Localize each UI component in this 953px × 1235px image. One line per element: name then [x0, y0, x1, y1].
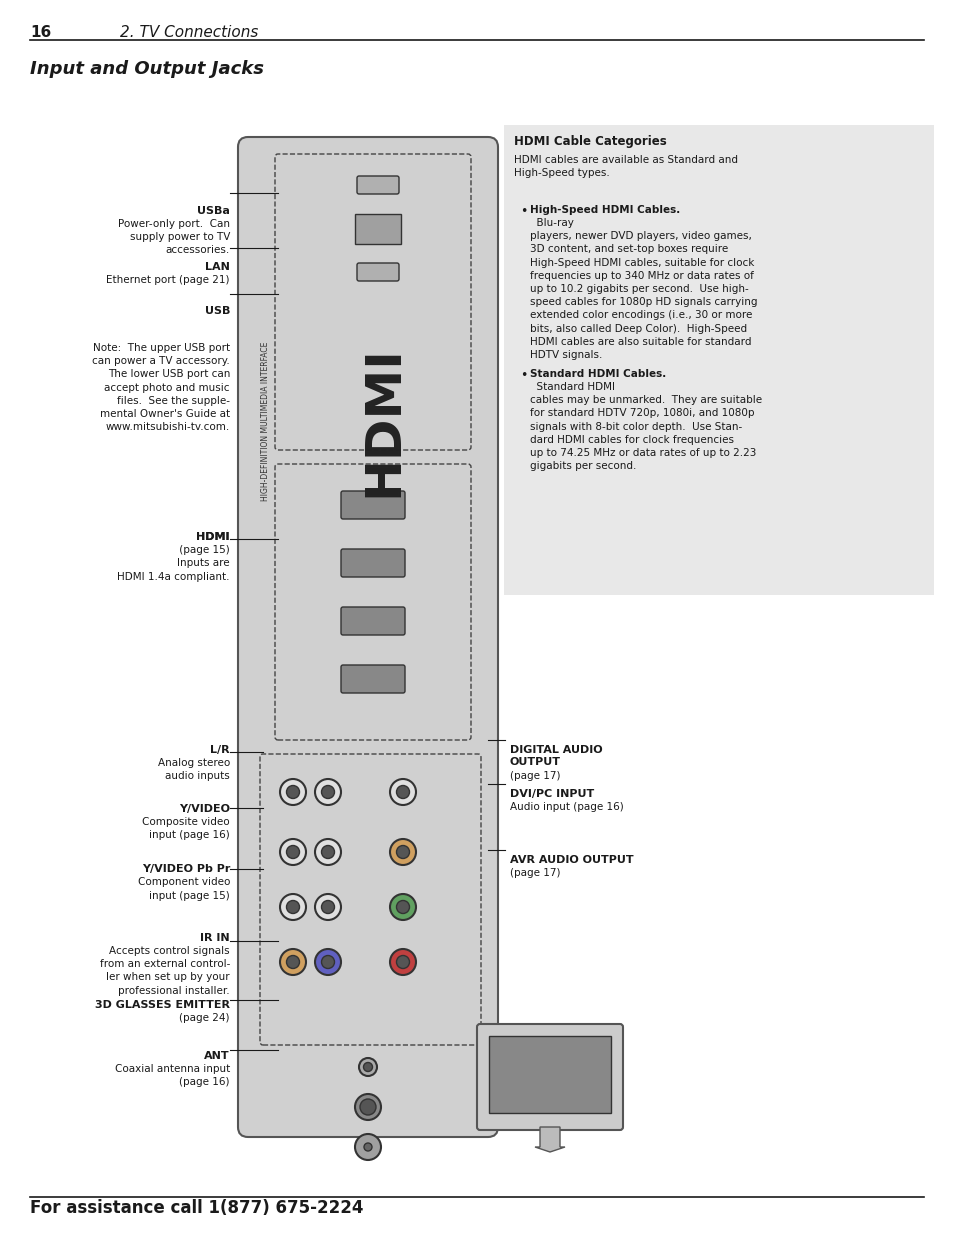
Circle shape: [355, 1134, 380, 1160]
Text: Coaxial antenna input
(page 16): Coaxial antenna input (page 16): [114, 1063, 230, 1087]
Text: Input and Output Jacks: Input and Output Jacks: [30, 61, 264, 78]
Circle shape: [396, 785, 409, 799]
Circle shape: [314, 779, 340, 805]
Circle shape: [286, 785, 299, 799]
FancyArrow shape: [535, 1128, 564, 1152]
Text: Note:  The upper USB port
can power a TV accessory.
The lower USB port can
accep: Note: The upper USB port can power a TV …: [92, 343, 230, 432]
FancyBboxPatch shape: [476, 1024, 622, 1130]
Circle shape: [321, 900, 335, 914]
Text: Standard HDMI Cables.: Standard HDMI Cables.: [530, 369, 665, 379]
Circle shape: [390, 779, 416, 805]
Circle shape: [390, 839, 416, 864]
Text: USBa: USBa: [197, 206, 230, 216]
Circle shape: [396, 846, 409, 858]
Text: HDMI Cable Categories: HDMI Cable Categories: [514, 135, 666, 148]
Text: 16: 16: [30, 25, 51, 40]
FancyBboxPatch shape: [340, 606, 405, 635]
Text: Audio input (page 16): Audio input (page 16): [510, 802, 623, 811]
Circle shape: [363, 1062, 372, 1072]
Circle shape: [280, 779, 306, 805]
Text: Y/VIDEO: Y/VIDEO: [179, 804, 230, 814]
Circle shape: [390, 894, 416, 920]
Text: (page 24): (page 24): [179, 1013, 230, 1023]
Text: USB: USB: [204, 306, 230, 316]
Circle shape: [314, 894, 340, 920]
Circle shape: [358, 1058, 376, 1076]
Text: HDMI: HDMI: [196, 532, 230, 542]
Text: •: •: [519, 369, 527, 382]
Text: Standard HDMI
cables may be unmarked.  They are suitable
for standard HDTV 720p,: Standard HDMI cables may be unmarked. Th…: [530, 382, 761, 472]
Text: (page 15)
Inputs are
HDMI 1.4a compliant.: (page 15) Inputs are HDMI 1.4a compliant…: [117, 545, 230, 582]
Circle shape: [359, 1099, 375, 1115]
FancyBboxPatch shape: [340, 492, 405, 519]
Circle shape: [355, 1094, 380, 1120]
Circle shape: [286, 900, 299, 914]
Text: DVI/PC INPUT: DVI/PC INPUT: [510, 789, 594, 799]
FancyBboxPatch shape: [503, 125, 933, 595]
Text: •: •: [519, 205, 527, 219]
Circle shape: [396, 900, 409, 914]
Text: Y/VIDEO Pb Pr: Y/VIDEO Pb Pr: [141, 864, 230, 874]
Circle shape: [364, 1144, 372, 1151]
FancyBboxPatch shape: [355, 214, 400, 245]
FancyBboxPatch shape: [356, 177, 398, 194]
Text: (page 17): (page 17): [510, 867, 560, 878]
Text: Ethernet port (page 21): Ethernet port (page 21): [107, 274, 230, 284]
Circle shape: [390, 948, 416, 974]
Text: Power-only port.  Can
supply power to TV
accessories.: Power-only port. Can supply power to TV …: [118, 219, 230, 256]
Text: LAN: LAN: [205, 262, 230, 272]
Text: L/R: L/R: [211, 745, 230, 755]
Text: IR IN: IR IN: [200, 932, 230, 944]
Text: Composite video
input (page 16): Composite video input (page 16): [142, 816, 230, 840]
Circle shape: [321, 785, 335, 799]
Text: Analog stereo
audio inputs: Analog stereo audio inputs: [157, 758, 230, 781]
Circle shape: [314, 839, 340, 864]
Circle shape: [280, 948, 306, 974]
Circle shape: [321, 956, 335, 968]
Circle shape: [321, 846, 335, 858]
Text: Component video
input (page 15): Component video input (page 15): [137, 877, 230, 900]
Circle shape: [280, 894, 306, 920]
Text: High-Speed HDMI Cables.: High-Speed HDMI Cables.: [530, 205, 679, 215]
Circle shape: [286, 846, 299, 858]
Text: HIGH-DEFINITION MULTIMEDIA INTERFACE: HIGH-DEFINITION MULTIMEDIA INTERFACE: [261, 342, 271, 501]
Circle shape: [396, 956, 409, 968]
Text: (page 17): (page 17): [510, 771, 560, 781]
Text: ANT: ANT: [204, 1051, 230, 1061]
FancyBboxPatch shape: [237, 137, 497, 1137]
Circle shape: [280, 839, 306, 864]
Text: 2. TV Connections: 2. TV Connections: [120, 25, 258, 40]
Text: For assistance call 1(877) 675-2224: For assistance call 1(877) 675-2224: [30, 1199, 363, 1216]
FancyBboxPatch shape: [489, 1036, 610, 1113]
Text: DIGITAL AUDIO
OUTPUT: DIGITAL AUDIO OUTPUT: [510, 745, 602, 767]
Text: Accepts control signals
from an external control-
ler when set up by your
profes: Accepts control signals from an external…: [99, 946, 230, 995]
Text: Blu-ray
players, newer DVD players, video games,
3D content, and set-top boxes r: Blu-ray players, newer DVD players, vide…: [530, 219, 757, 359]
FancyBboxPatch shape: [340, 550, 405, 577]
Text: HDMI: HDMI: [358, 346, 407, 498]
Circle shape: [314, 948, 340, 974]
Text: HDMI: HDMI: [196, 532, 230, 542]
Text: HDMI cables are available as Standard and
High-Speed types.: HDMI cables are available as Standard an…: [514, 156, 738, 178]
FancyBboxPatch shape: [340, 664, 405, 693]
Text: 3D GLASSES EMITTER: 3D GLASSES EMITTER: [95, 999, 230, 1009]
Text: AVR AUDIO OUTPUT: AVR AUDIO OUTPUT: [510, 855, 633, 864]
FancyBboxPatch shape: [356, 263, 398, 282]
Circle shape: [286, 956, 299, 968]
